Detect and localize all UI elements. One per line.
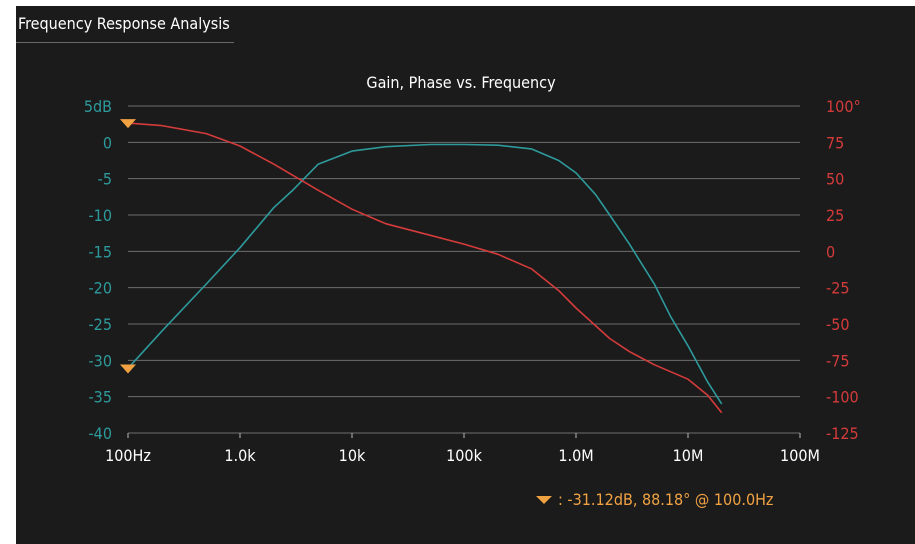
- right-tick-label: 25: [826, 206, 844, 225]
- gain-marker[interactable]: [120, 364, 136, 374]
- right-tick-label: 50: [826, 170, 844, 189]
- phase-marker[interactable]: [120, 119, 136, 129]
- left-tick-label: 0: [103, 133, 112, 152]
- marker-readout-text: : -31.12dB, 88.18° @ 100.0Hz: [558, 490, 773, 509]
- right-tick-label: -100: [826, 388, 859, 407]
- right-tick-label: 75: [826, 133, 844, 152]
- x-axis-ticks: 100Hz 1.0k 10k 100k 1.0M 10M 100M: [105, 433, 820, 465]
- panel-title-tab[interactable]: Frequency Response Analysis: [16, 6, 234, 43]
- x-tick-label: 10k: [339, 446, 366, 465]
- chart-title: Gain, Phase vs. Frequency: [366, 73, 556, 92]
- right-tick-label: 0: [826, 242, 835, 261]
- x-tick-label: 100Hz: [105, 446, 151, 465]
- phase-series-line: [127, 122, 723, 414]
- marker-layer: [120, 119, 136, 374]
- right-tick-label: -125: [826, 424, 859, 443]
- gain-phase-chart: Gain, Phase vs. Frequency 5dB 0 -5 -10 -15 -2…: [84, 73, 861, 509]
- left-tick-label: -35: [88, 388, 112, 407]
- marker-readout: : -31.12dB, 88.18° @ 100.0Hz: [536, 490, 773, 509]
- left-tick-label: -15: [88, 242, 112, 261]
- left-tick-label: -20: [88, 279, 112, 298]
- frequency-response-panel: Frequency Response Analysis Gain, Phase …: [16, 6, 915, 544]
- left-tick-label: -10: [88, 206, 112, 225]
- right-axis-ticks: 100° 75 50 25 0 -25 -50 -75 -100 -125: [826, 97, 861, 443]
- left-tick-label: -25: [88, 315, 112, 334]
- left-tick-label: -5: [98, 170, 112, 189]
- grid-layer: [128, 105, 800, 434]
- left-tick-label: -40: [88, 424, 112, 443]
- right-tick-label: 100°: [826, 97, 861, 116]
- left-tick-label: -30: [88, 351, 112, 370]
- right-tick-label: -75: [826, 351, 850, 370]
- right-tick-label: -50: [826, 315, 850, 334]
- gain-series-line: [127, 143, 723, 405]
- x-tick-label: 1.0k: [224, 446, 256, 465]
- x-tick-label: 100k: [446, 446, 482, 465]
- x-tick-label: 100M: [780, 446, 820, 465]
- x-tick-label: 10M: [673, 446, 704, 465]
- right-tick-label: -25: [826, 279, 850, 298]
- left-axis-ticks: 5dB 0 -5 -10 -15 -20 -25 -30 -35 -40: [84, 97, 112, 443]
- series-layer: [127, 122, 723, 414]
- x-tick-label: 1.0M: [558, 446, 593, 465]
- left-tick-label: 5dB: [84, 97, 112, 116]
- marker-readout-icon: [536, 496, 552, 504]
